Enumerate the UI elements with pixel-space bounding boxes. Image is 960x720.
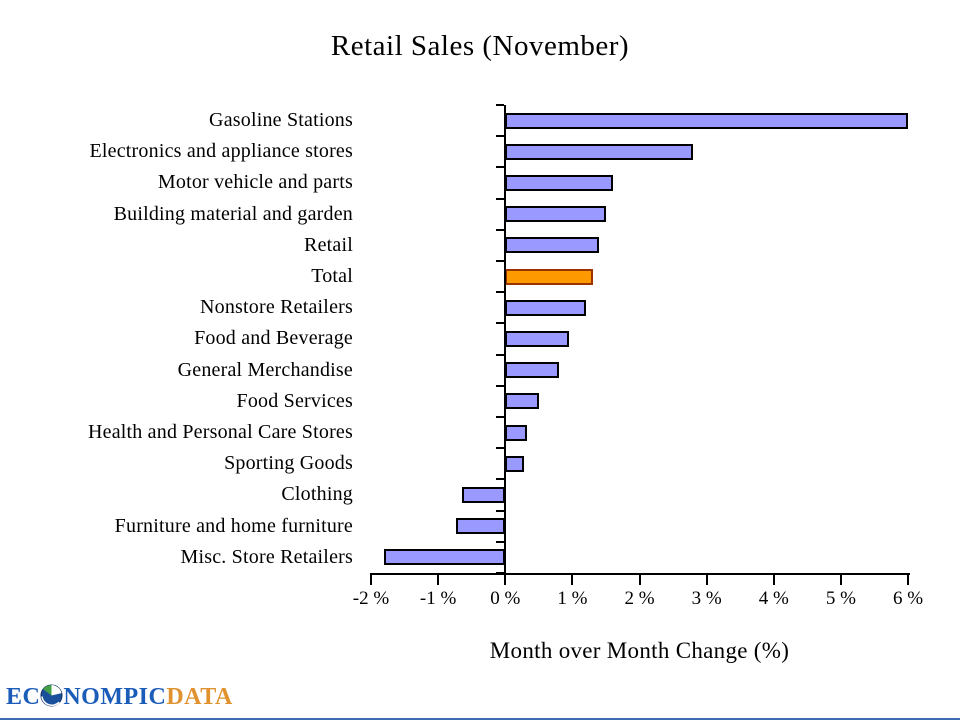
category-label: General Merchandise <box>177 358 353 381</box>
x-tick-label: 3 % <box>691 588 722 609</box>
category-label: Food and Beverage <box>194 327 353 350</box>
bar <box>505 237 600 254</box>
category-label: Food Services <box>236 389 353 412</box>
y-axis-tick <box>496 447 505 450</box>
x-axis-tick <box>907 573 909 585</box>
y-axis-tick <box>496 509 505 512</box>
bar <box>461 487 506 503</box>
y-axis-tick <box>496 353 505 356</box>
category-label: Total <box>311 265 353 287</box>
y-axis-tick <box>496 291 505 294</box>
x-tick-label: 0 % <box>490 588 521 609</box>
y-axis-tick <box>496 197 505 200</box>
x-axis-tick <box>839 573 842 585</box>
y-axis-tick <box>496 416 505 418</box>
bar <box>505 112 908 129</box>
x-axis-line <box>371 573 910 575</box>
category-label: Electronics and appliance stores <box>89 140 353 163</box>
x-tick-label: 4 % <box>758 588 789 609</box>
bar <box>505 393 539 410</box>
x-axis-tick <box>772 573 775 585</box>
category-label: Retail <box>304 233 353 256</box>
x-axis-tick <box>370 573 372 585</box>
x-axis-tick <box>504 573 507 585</box>
y-axis-tick <box>496 104 505 106</box>
category-label: Building material and garden <box>113 202 353 225</box>
x-tick-label: 5 % <box>825 588 856 609</box>
y-axis-tick <box>496 166 505 169</box>
category-label: Misc. Store Retailers <box>180 545 353 568</box>
category-label: Gasoline Stations <box>209 109 353 131</box>
x-tick-label: -1 % <box>419 588 457 609</box>
y-axis-tick <box>496 540 505 543</box>
y-axis-tick <box>496 135 505 138</box>
bar-total-highlighted <box>505 268 593 285</box>
x-tick-label: 1 % <box>557 588 588 609</box>
logo-text-nompic: NOMPIC <box>63 684 167 710</box>
bar <box>505 331 570 347</box>
category-label: Sporting Goods <box>224 452 353 475</box>
bar <box>505 143 694 160</box>
bar <box>505 299 586 316</box>
bar <box>505 362 559 379</box>
x-axis-tick <box>437 573 440 585</box>
bar <box>505 424 527 441</box>
bar <box>505 455 525 472</box>
category-label: Health and Personal Care Stores <box>87 421 353 443</box>
logo-text-data: DATA <box>166 684 233 710</box>
econompicdata-logo: EC NOMPICDATA <box>6 684 233 711</box>
x-tick-label: -2 % <box>352 588 390 609</box>
y-axis-tick <box>496 384 505 387</box>
y-axis-tick <box>496 322 505 325</box>
category-label: Motor vehicle and parts <box>157 171 353 194</box>
x-tick-label: 2 % <box>624 588 655 609</box>
y-axis-tick <box>496 260 505 262</box>
chart-title: Retail Sales (November) <box>330 30 630 62</box>
y-axis-line <box>504 105 507 575</box>
globe-icon <box>40 684 63 710</box>
x-tick-label: 6 % <box>892 588 924 609</box>
y-axis-tick <box>496 478 505 481</box>
bar <box>456 518 506 535</box>
x-axis-tick <box>705 573 708 585</box>
category-label: Furniture and home furniture <box>114 514 353 537</box>
bar <box>505 206 606 223</box>
bottom-border-line <box>0 718 960 720</box>
y-axis-tick <box>496 228 505 231</box>
bar <box>505 175 613 191</box>
logo-text-ec: EC <box>6 684 41 710</box>
category-label: Clothing <box>281 483 353 506</box>
x-axis-title: Month over Month Change (%) <box>489 638 790 663</box>
x-axis-tick <box>571 573 574 585</box>
category-label: Nonstore Retailers <box>199 296 353 319</box>
x-axis-tick <box>638 573 641 585</box>
bar <box>384 549 506 566</box>
